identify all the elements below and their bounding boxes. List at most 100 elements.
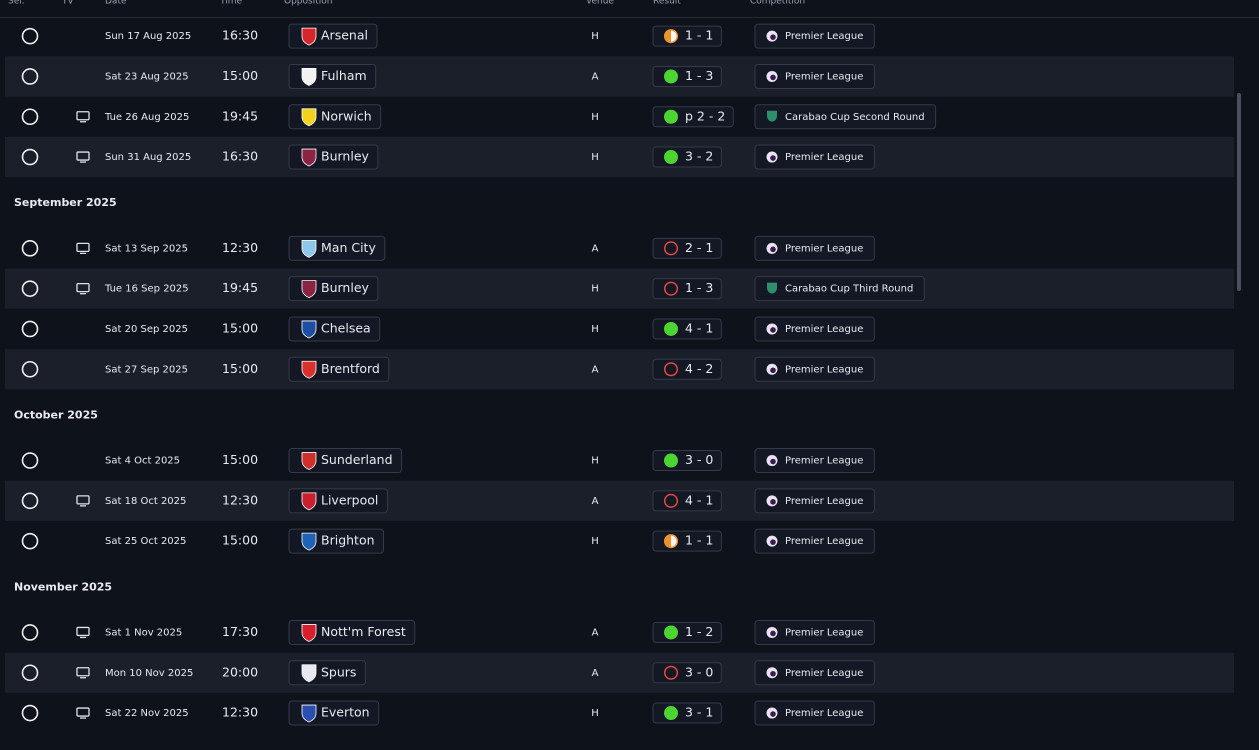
opposition-name[interactable]: Fulham <box>321 68 367 83</box>
competition-name[interactable]: Premier League <box>785 31 863 42</box>
competition-name[interactable]: Premier League <box>785 364 863 375</box>
venue: H <box>591 708 599 719</box>
competition-box[interactable] <box>754 528 875 554</box>
team-badge <box>301 27 317 46</box>
time: 19:45 <box>222 108 258 123</box>
opposition-name[interactable]: Man City <box>321 240 376 255</box>
competition-box[interactable] <box>754 700 875 726</box>
select-radio[interactable] <box>21 320 39 338</box>
competition-box[interactable] <box>754 448 875 474</box>
select-radio[interactable] <box>21 624 39 641</box>
scrollbar[interactable] <box>1237 93 1241 291</box>
select-radio[interactable] <box>21 27 39 45</box>
select-radio[interactable] <box>21 148 39 166</box>
competition-name[interactable]: Premier League <box>785 71 863 82</box>
select-radio[interactable] <box>21 452 39 469</box>
opposition-name[interactable]: Arsenal <box>321 28 368 43</box>
select-radio[interactable] <box>21 280 39 297</box>
select-radio[interactable] <box>21 704 39 722</box>
select-radio[interactable] <box>21 240 39 257</box>
venue: A <box>592 243 599 254</box>
column-header[interactable]: Date <box>105 0 127 7</box>
score: 4 - 2 <box>685 361 713 376</box>
competition-box[interactable] <box>754 488 875 514</box>
competition-name[interactable]: Carabao Cup Second Round <box>785 112 925 123</box>
date: Sat 23 Aug 2025 <box>105 71 189 82</box>
result-icon <box>663 281 679 296</box>
column-header[interactable]: Competition <box>750 0 805 7</box>
competition-name[interactable]: Premier League <box>785 627 863 638</box>
date: Sat 1 Nov 2025 <box>105 627 182 638</box>
competition-box[interactable] <box>754 23 875 49</box>
venue: A <box>592 364 599 375</box>
row-shade <box>5 480 1234 521</box>
competition-name[interactable]: Premier League <box>785 324 863 335</box>
column-header[interactable]: Result <box>653 0 681 7</box>
time: 19:45 <box>222 280 258 295</box>
score: 1 - 1 <box>685 533 713 548</box>
team-badge <box>301 68 317 86</box>
team-badge <box>301 532 317 551</box>
opposition-name[interactable]: Everton <box>321 705 370 720</box>
competition-name[interactable]: Premier League <box>785 456 863 467</box>
result-icon <box>664 706 678 721</box>
select-radio[interactable] <box>21 492 39 510</box>
competition-name[interactable]: Carabao Cup Third Round <box>785 284 913 295</box>
competition-icon-inner <box>770 670 776 677</box>
competition-name[interactable]: Premier League <box>785 668 863 679</box>
column-header[interactable]: TV <box>61 0 74 7</box>
opposition-name[interactable]: Burnley <box>321 149 370 164</box>
opposition-name[interactable]: Norwich <box>321 108 372 123</box>
column-header[interactable]: Opposition <box>284 0 332 7</box>
column-header[interactable]: Sel. <box>8 0 25 7</box>
result-icon <box>664 453 678 468</box>
date: Tue 26 Aug 2025 <box>104 112 189 123</box>
competition-box[interactable] <box>754 316 875 342</box>
competition-name[interactable]: Premier League <box>785 496 863 507</box>
team-badge <box>301 148 317 167</box>
column-header[interactable]: Time <box>219 0 242 7</box>
date: Sat 13 Sep 2025 <box>105 243 188 254</box>
venue: H <box>591 112 599 123</box>
competition-icon-inner <box>770 630 776 637</box>
column-header[interactable]: Venue <box>586 0 614 7</box>
select-radio[interactable] <box>21 108 39 126</box>
competition-box[interactable] <box>754 619 875 645</box>
competition-box[interactable] <box>754 276 925 302</box>
result-icon <box>664 109 678 124</box>
group-title: November 2025 <box>14 580 112 593</box>
competition-name[interactable]: Premier League <box>785 708 863 719</box>
time: 12:30 <box>222 705 258 720</box>
select-radio[interactable] <box>21 360 39 378</box>
team-badge <box>301 239 317 258</box>
opposition-name[interactable]: Liverpool <box>321 492 378 507</box>
opposition-name[interactable]: Brentford <box>321 361 380 376</box>
competition-box[interactable] <box>754 356 875 382</box>
date: Mon 10 Nov 2025 <box>105 668 193 679</box>
competition-box[interactable] <box>754 660 875 686</box>
select-radio[interactable] <box>21 532 39 550</box>
select-radio[interactable] <box>21 68 39 85</box>
group-title: September 2025 <box>14 196 117 209</box>
opposition-name[interactable]: Burnley <box>321 280 370 295</box>
select-radio[interactable] <box>21 664 39 682</box>
opposition-name[interactable]: Brighton <box>321 533 375 548</box>
competition-box[interactable] <box>754 104 937 130</box>
opposition-name[interactable]: Nott'm Forest <box>321 624 406 639</box>
opposition-box[interactable] <box>288 448 403 474</box>
opposition-name[interactable]: Spurs <box>321 664 356 679</box>
opposition-box[interactable] <box>288 619 416 645</box>
row-shade <box>5 349 1234 390</box>
competition-name[interactable]: Premier League <box>785 536 863 547</box>
competition-icon-inner <box>770 327 776 333</box>
competition-box[interactable] <box>754 144 875 170</box>
competition-box[interactable] <box>754 235 875 261</box>
result-icon <box>664 150 678 165</box>
venue: H <box>591 456 599 467</box>
opposition-name[interactable]: Sunderland <box>321 452 393 467</box>
opposition-name[interactable]: Chelsea <box>321 320 371 335</box>
competition-name[interactable]: Premier League <box>785 243 863 254</box>
competition-name[interactable]: Premier League <box>785 152 863 163</box>
competition-box[interactable] <box>754 63 875 89</box>
competition-icon-inner <box>770 711 776 717</box>
